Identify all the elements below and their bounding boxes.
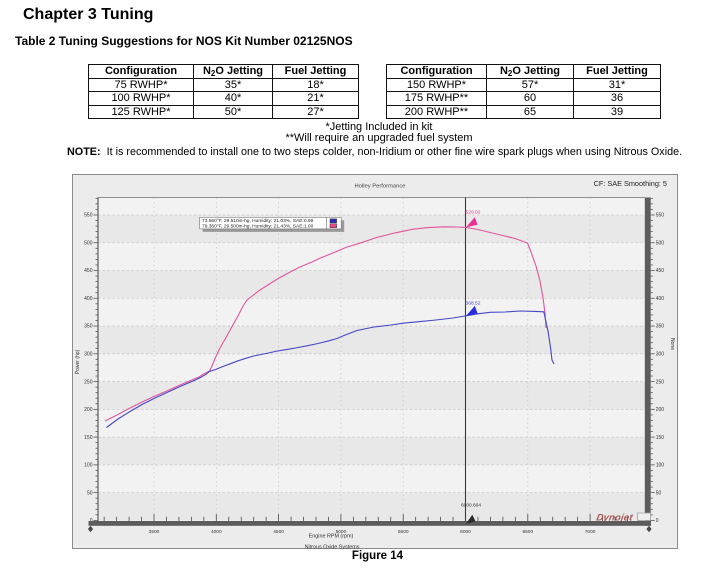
svg-text:550: 550 xyxy=(84,213,93,219)
svg-text:Nitrous Oxide Systems: Nitrous Oxide Systems xyxy=(305,544,360,549)
svg-text:Holley Performance: Holley Performance xyxy=(355,183,406,189)
svg-text:400: 400 xyxy=(84,296,93,302)
svg-text:6000.664: 6000.664 xyxy=(461,502,481,508)
svg-text:Dynojet: Dynojet xyxy=(595,512,634,523)
svg-text:4000: 4000 xyxy=(211,529,222,535)
svg-text:79.360°F, 29.500in-hg, Humidit: 79.360°F, 29.500in-hg, Humidity: 21.43%,… xyxy=(202,224,314,230)
svg-text:Engine RPM (rpm): Engine RPM (rpm) xyxy=(309,534,354,540)
svg-text:100: 100 xyxy=(84,463,93,469)
svg-text:150: 150 xyxy=(656,435,665,441)
svg-text:500: 500 xyxy=(656,240,665,246)
svg-text:7000: 7000 xyxy=(585,529,596,535)
svg-text:5000: 5000 xyxy=(336,529,347,535)
svg-text:None: None xyxy=(669,338,675,350)
svg-text:200: 200 xyxy=(656,407,665,413)
svg-text:500: 500 xyxy=(84,240,93,246)
svg-text:529.02: 529.02 xyxy=(466,210,481,216)
svg-text:350: 350 xyxy=(84,324,93,330)
svg-text:450: 450 xyxy=(84,268,93,274)
svg-text:100: 100 xyxy=(656,463,665,469)
svg-text:150: 150 xyxy=(84,435,93,441)
svg-text:3500: 3500 xyxy=(149,529,160,535)
svg-text:6000: 6000 xyxy=(460,529,471,535)
svg-text:4500: 4500 xyxy=(273,529,284,535)
svg-text:368.52: 368.52 xyxy=(466,300,481,306)
svg-text:73.560°F, 29.510in-hg, Humidit: 73.560°F, 29.510in-hg, Humidity: 21.03%,… xyxy=(202,218,314,224)
svg-text:250: 250 xyxy=(656,379,665,385)
svg-text:400: 400 xyxy=(656,296,665,302)
svg-text:200: 200 xyxy=(84,407,93,413)
svg-text:5500: 5500 xyxy=(398,529,409,535)
svg-text:CF: SAE Smoothing: 5: CF: SAE Smoothing: 5 xyxy=(594,179,667,188)
svg-text:0: 0 xyxy=(656,518,659,524)
svg-text:Power (hp): Power (hp) xyxy=(75,349,81,374)
svg-text:6500: 6500 xyxy=(522,529,533,535)
svg-text:350: 350 xyxy=(656,324,665,330)
svg-text:50: 50 xyxy=(87,490,93,496)
svg-text:50: 50 xyxy=(656,490,662,496)
svg-text:300: 300 xyxy=(84,352,93,358)
svg-text:300: 300 xyxy=(656,352,665,358)
svg-text:250: 250 xyxy=(84,379,93,385)
svg-text:450: 450 xyxy=(656,268,665,274)
svg-text:550: 550 xyxy=(656,213,665,219)
